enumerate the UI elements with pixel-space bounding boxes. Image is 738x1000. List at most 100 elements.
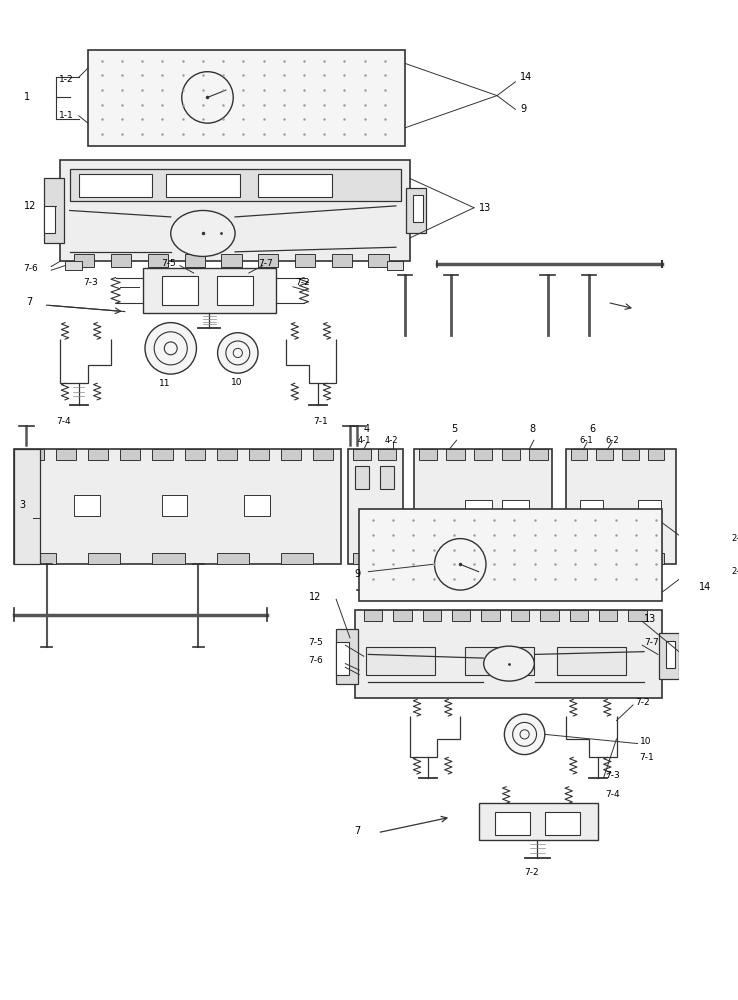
Ellipse shape	[170, 210, 235, 256]
Bar	[529, 449, 548, 460]
Bar	[529, 553, 548, 564]
Bar	[79, 174, 152, 197]
Text: 7-4: 7-4	[56, 417, 70, 426]
Text: 13: 13	[644, 614, 656, 624]
Circle shape	[145, 323, 196, 374]
Bar	[44, 178, 64, 243]
Bar	[413, 195, 423, 222]
Text: 7-7: 7-7	[644, 638, 659, 647]
Text: 7-2: 7-2	[294, 278, 309, 287]
Bar	[364, 610, 382, 621]
Text: 7-1: 7-1	[640, 753, 654, 762]
Bar	[249, 449, 269, 460]
Text: 2-2: 2-2	[731, 534, 738, 543]
Bar	[281, 553, 313, 564]
Text: 7-6: 7-6	[24, 264, 38, 273]
Bar	[570, 610, 588, 621]
Bar	[75, 495, 100, 516]
Text: 1: 1	[24, 92, 30, 102]
Bar	[378, 553, 396, 564]
Bar	[217, 449, 237, 460]
Bar	[69, 169, 401, 201]
Bar	[166, 174, 240, 197]
Bar	[24, 553, 56, 564]
Bar	[353, 449, 371, 460]
Text: 5: 5	[451, 424, 458, 434]
Bar	[446, 553, 465, 564]
Bar	[666, 641, 675, 668]
Bar	[65, 261, 82, 270]
Text: 7-5: 7-5	[308, 638, 323, 647]
Bar	[659, 633, 679, 679]
Bar	[540, 610, 559, 621]
Bar	[387, 261, 403, 270]
Text: 13: 13	[479, 203, 491, 213]
Bar	[353, 553, 371, 564]
Text: 7-7: 7-7	[258, 259, 273, 268]
Bar	[406, 188, 427, 233]
Bar	[354, 610, 663, 698]
Bar	[313, 449, 334, 460]
Text: 1-1: 1-1	[58, 111, 73, 120]
Bar	[15, 449, 341, 564]
Text: 6-1: 6-1	[580, 436, 593, 445]
Bar	[148, 254, 168, 267]
Bar	[56, 449, 76, 460]
Text: 14: 14	[520, 72, 532, 82]
Bar	[24, 449, 44, 460]
Bar	[648, 449, 664, 460]
Bar	[481, 610, 500, 621]
Bar	[511, 610, 529, 621]
Text: 14: 14	[699, 582, 711, 592]
Bar	[120, 449, 140, 460]
Text: 7: 7	[27, 297, 32, 307]
Text: 7-5: 7-5	[162, 259, 176, 268]
Text: 3: 3	[19, 500, 25, 510]
Bar	[152, 449, 173, 460]
Bar	[638, 500, 661, 520]
Text: 1-2: 1-2	[58, 75, 73, 84]
Text: 7-4: 7-4	[605, 790, 620, 799]
Bar	[281, 449, 301, 460]
Text: 7-6: 7-6	[308, 656, 323, 665]
Bar	[143, 268, 277, 313]
Bar	[365, 647, 435, 675]
Text: 7: 7	[354, 826, 361, 836]
Bar	[331, 254, 352, 267]
Bar	[337, 642, 349, 675]
Bar	[162, 276, 199, 305]
Bar	[111, 254, 131, 267]
Bar	[88, 50, 405, 146]
Bar	[648, 553, 664, 564]
Bar	[258, 174, 331, 197]
Bar	[368, 254, 389, 267]
Bar	[152, 553, 184, 564]
Bar	[479, 803, 598, 840]
Bar	[545, 812, 580, 835]
Ellipse shape	[483, 646, 534, 681]
Text: 7-2: 7-2	[635, 698, 649, 707]
Bar	[44, 206, 55, 233]
Circle shape	[504, 714, 545, 755]
Bar	[423, 610, 441, 621]
Bar	[75, 254, 94, 267]
Bar	[88, 553, 120, 564]
Bar	[221, 254, 241, 267]
Bar	[356, 466, 369, 489]
Text: 7-1: 7-1	[313, 417, 328, 426]
Text: 2-1: 2-1	[731, 567, 738, 576]
Bar	[622, 449, 638, 460]
Bar	[465, 500, 492, 520]
Text: 12: 12	[24, 201, 36, 211]
Bar	[599, 610, 618, 621]
Circle shape	[218, 333, 258, 373]
Bar	[502, 449, 520, 460]
Text: 6-2: 6-2	[605, 436, 619, 445]
Text: 4-2: 4-2	[385, 436, 399, 445]
Text: 7-3: 7-3	[83, 278, 98, 287]
Bar	[359, 509, 663, 601]
Bar	[474, 449, 492, 460]
Bar	[622, 553, 638, 564]
Bar	[474, 553, 492, 564]
Bar	[580, 500, 603, 520]
